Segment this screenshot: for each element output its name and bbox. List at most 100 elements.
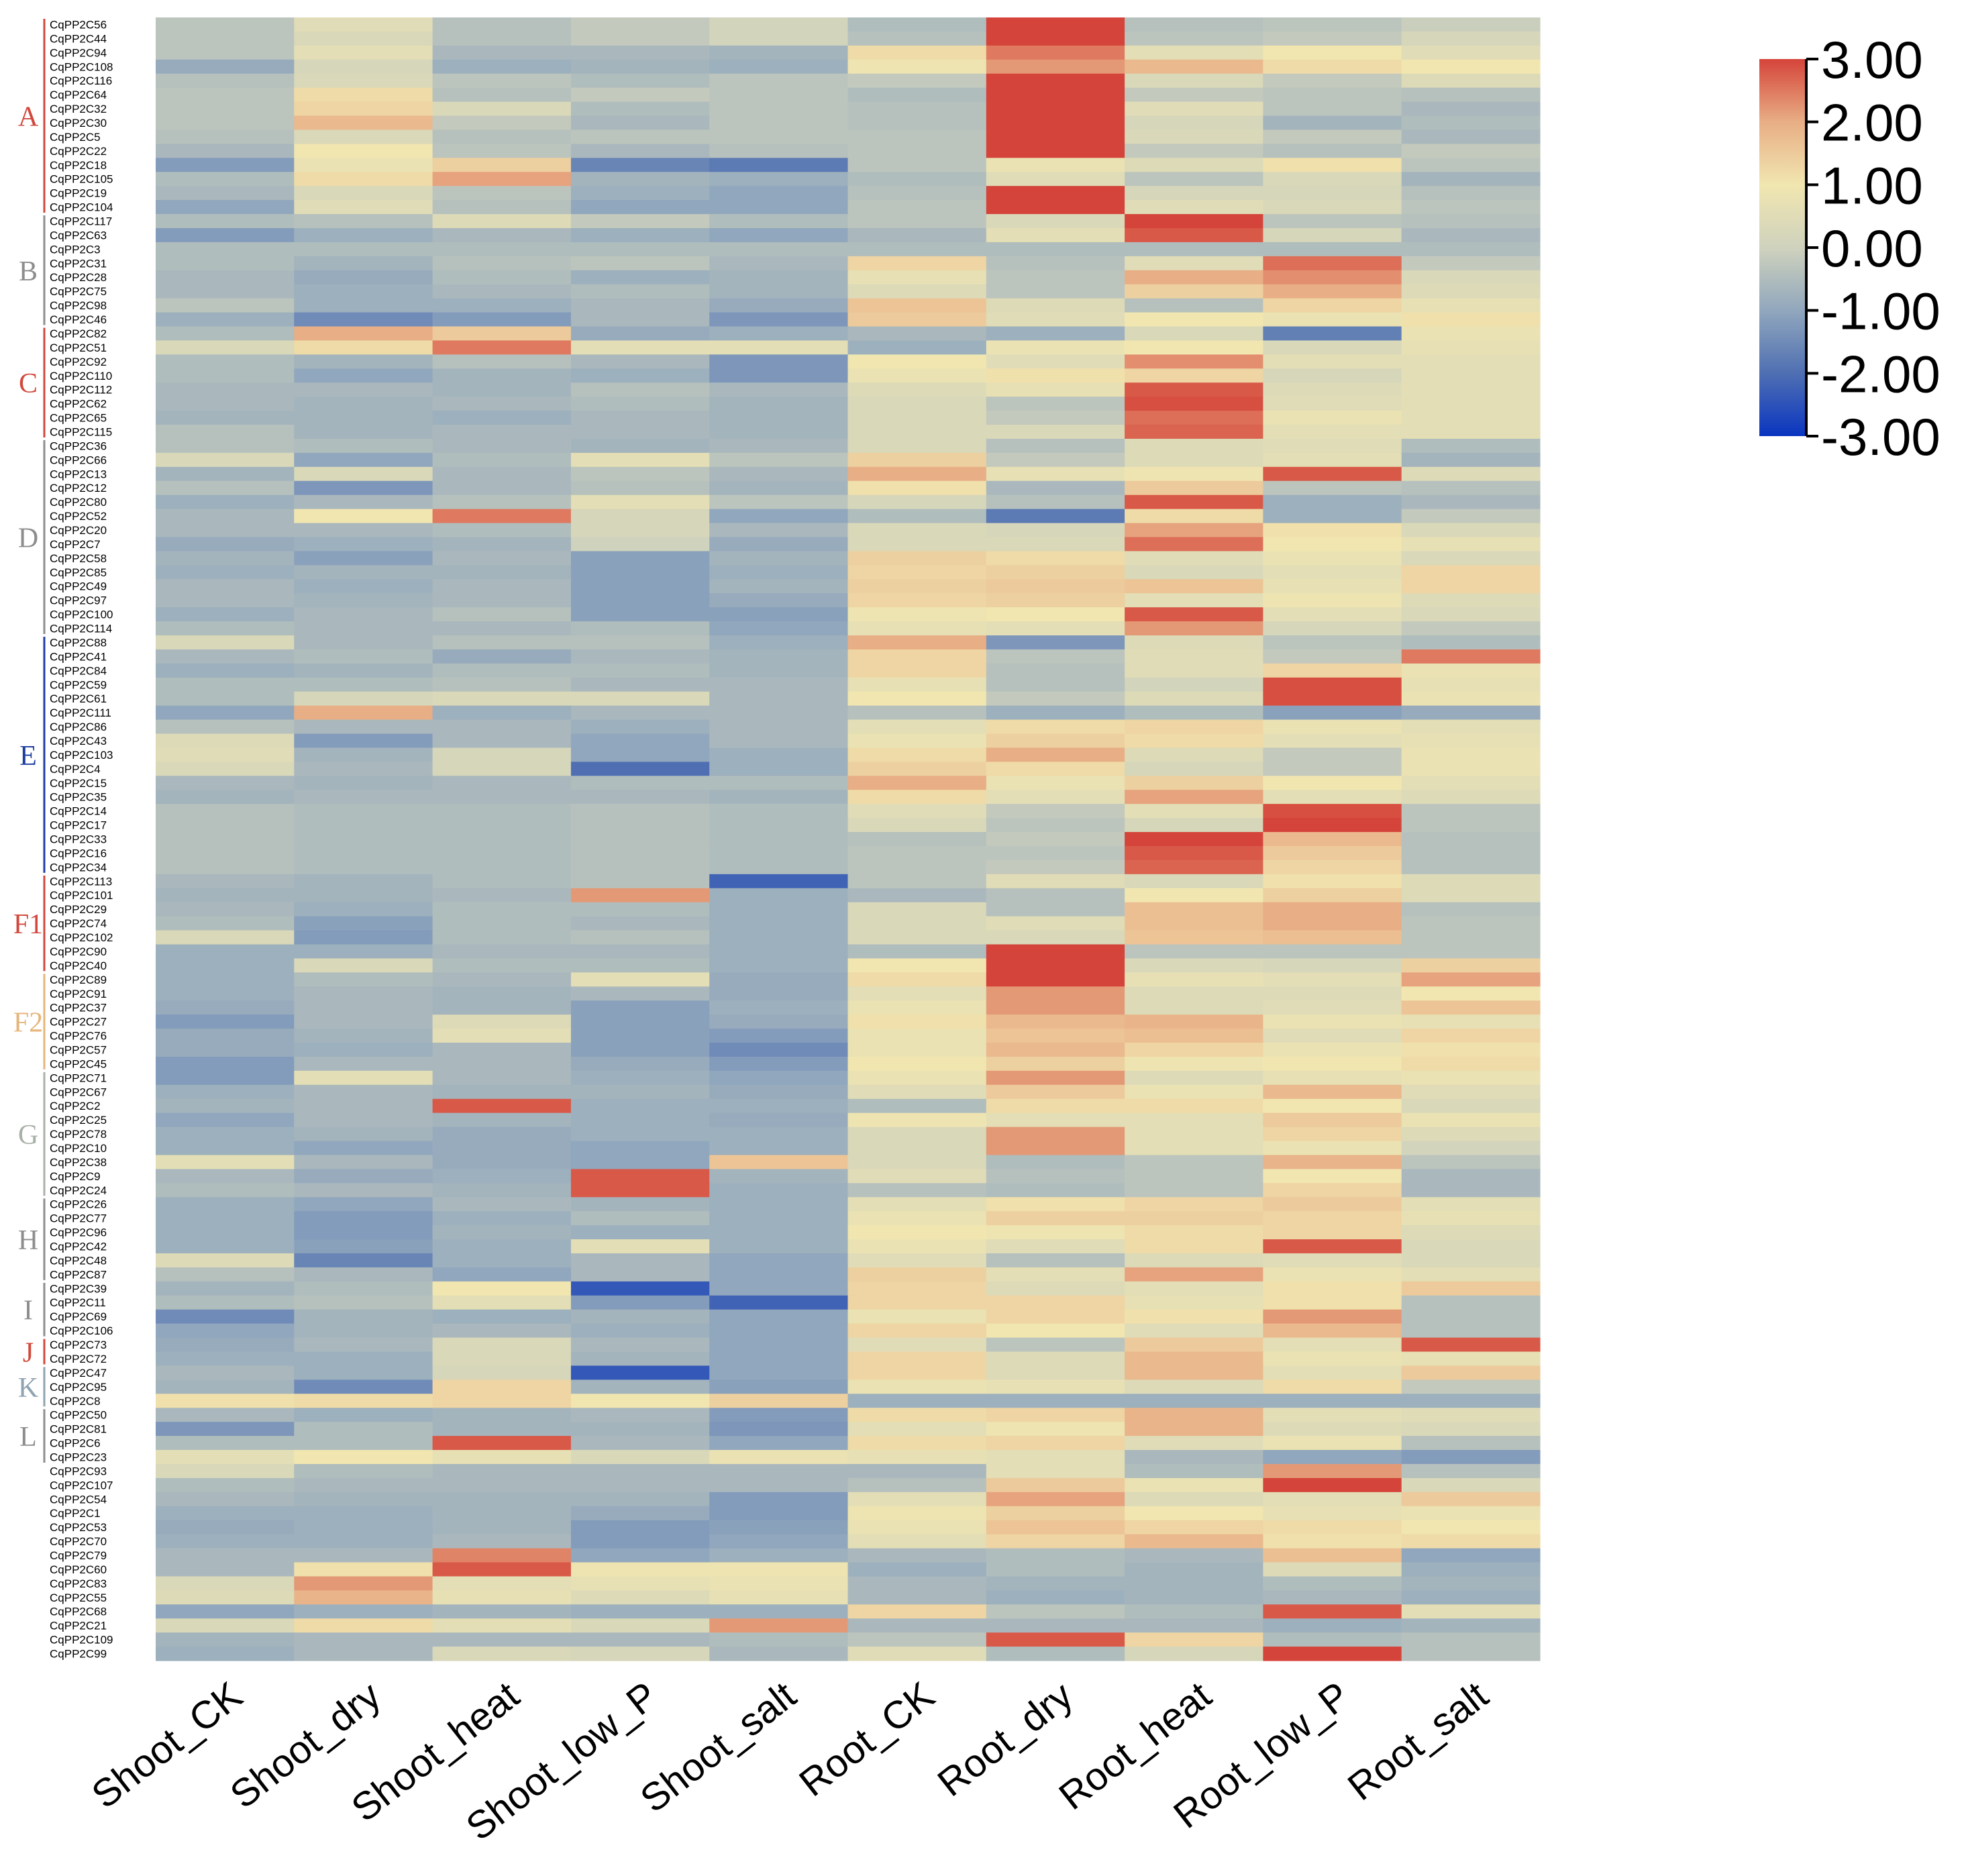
heatmap-cell	[156, 523, 295, 538]
heatmap-cell	[1401, 1000, 1541, 1015]
row-label: CqPP2C39	[50, 1282, 107, 1295]
heatmap-cell	[1125, 832, 1263, 847]
heatmap-cell	[1125, 340, 1263, 355]
heatmap-cell	[294, 859, 433, 875]
heatmap-cell	[156, 1211, 295, 1226]
heatmap-cell	[709, 677, 849, 692]
heatmap-cell	[847, 944, 987, 959]
heatmap-cell	[1263, 1520, 1402, 1535]
heatmap-cell	[709, 1239, 849, 1254]
heatmap-cell	[156, 663, 295, 678]
heatmap-cell	[294, 691, 433, 707]
heatmap-cell	[847, 1492, 987, 1507]
heatmap-cell	[847, 1618, 987, 1633]
heatmap-cell	[847, 354, 987, 369]
heatmap-cell	[709, 874, 849, 889]
heatmap-cell	[1263, 227, 1402, 243]
heatmap-cell	[570, 916, 710, 931]
heatmap-cell	[156, 1029, 295, 1043]
heatmap-cell	[294, 494, 433, 510]
heatmap-cell	[156, 494, 295, 510]
heatmap-cell	[432, 1576, 572, 1591]
heatmap-cell	[1401, 1056, 1541, 1072]
row-label: CqPP2C44	[50, 32, 107, 45]
heatmap-cell	[709, 397, 849, 411]
heatmap-cell	[1263, 1534, 1402, 1549]
legend-color-bar	[1759, 59, 1806, 436]
row-label: CqPP2C9	[50, 1170, 101, 1183]
heatmap-cell	[570, 1632, 710, 1647]
heatmap-cell	[1263, 87, 1402, 103]
heatmap-cell	[1125, 1604, 1263, 1619]
heatmap-cell	[709, 986, 849, 1001]
row-label: CqPP2C103	[50, 749, 113, 762]
heatmap-cell	[432, 1309, 572, 1324]
row-label: CqPP2C1	[50, 1507, 101, 1520]
heatmap-cell	[432, 832, 572, 847]
heatmap-cell	[847, 1155, 987, 1169]
heatmap-cell	[294, 1463, 433, 1479]
heatmap-cell	[432, 677, 572, 692]
heatmap-cell	[432, 1450, 572, 1465]
heatmap-cell	[709, 1295, 849, 1310]
row-label: CqPP2C112	[50, 384, 112, 397]
heatmap-cell	[156, 1056, 295, 1072]
heatmap-cell	[847, 1408, 987, 1422]
heatmap-cell	[570, 73, 710, 89]
heatmap-cell	[570, 1043, 710, 1057]
row-label: CqPP2C75	[50, 285, 107, 298]
heatmap-cell	[709, 1155, 849, 1169]
heatmap-cell	[294, 411, 433, 425]
heatmap-cell	[570, 1534, 710, 1549]
heatmap-cell	[432, 663, 572, 678]
heatmap-cell	[156, 326, 295, 342]
heatmap-cell	[294, 1000, 433, 1015]
heatmap-cell	[1401, 1506, 1541, 1521]
heatmap-cell	[847, 227, 987, 243]
heatmap-cell	[986, 733, 1125, 749]
heatmap-cell	[1125, 214, 1263, 229]
heatmap-cell	[570, 649, 710, 664]
heatmap-cell	[1401, 1632, 1541, 1647]
heatmap-cell	[294, 1281, 433, 1296]
row-label: CqPP2C52	[50, 510, 107, 523]
heatmap-cell	[570, 1450, 710, 1465]
heatmap-cell	[1263, 832, 1402, 847]
heatmap-cell	[156, 1463, 295, 1479]
heatmap-cell	[570, 1155, 710, 1169]
heatmap-cell	[1263, 1169, 1402, 1184]
heatmap-cell	[847, 1520, 987, 1535]
heatmap-cell	[1125, 1408, 1263, 1422]
heatmap-cell	[294, 762, 433, 776]
row-label: CqPP2C106	[50, 1324, 113, 1337]
heatmap-cell	[1401, 172, 1541, 187]
heatmap-cell	[1125, 762, 1263, 776]
heatmap-cell	[1125, 298, 1263, 313]
heatmap-cell	[1125, 1295, 1263, 1310]
heatmap-cell	[156, 944, 295, 959]
heatmap-cell	[156, 1604, 295, 1619]
heatmap-cell	[1263, 1155, 1402, 1169]
heatmap-cell	[294, 172, 433, 187]
heatmap-cell	[432, 354, 572, 369]
heatmap-cell	[1401, 762, 1541, 776]
row-label: CqPP2C37	[50, 1002, 107, 1014]
heatmap-cell	[1125, 1422, 1263, 1437]
heatmap-cell	[1125, 1394, 1263, 1408]
heatmap-cell	[1125, 452, 1263, 468]
heatmap-cell	[570, 1590, 710, 1605]
heatmap-cell	[156, 1647, 295, 1661]
row-label: CqPP2C48	[50, 1254, 107, 1267]
heatmap-cell	[1401, 790, 1541, 804]
heatmap-cell	[1263, 1506, 1402, 1521]
row-label: CqPP2C98	[50, 299, 107, 312]
heatmap-cell	[1401, 1127, 1541, 1142]
heatmap-cell	[986, 452, 1125, 468]
heatmap-cell	[986, 326, 1125, 342]
heatmap-cell	[1125, 509, 1263, 524]
heatmap-cell	[1263, 73, 1402, 89]
heatmap-cell	[432, 17, 572, 32]
heatmap-cell	[294, 1477, 433, 1493]
row-labels: CqPP2C56CqPP2C44CqPP2C94CqPP2C108CqPP2C1…	[50, 18, 113, 1660]
heatmap-cell	[1263, 1632, 1402, 1647]
